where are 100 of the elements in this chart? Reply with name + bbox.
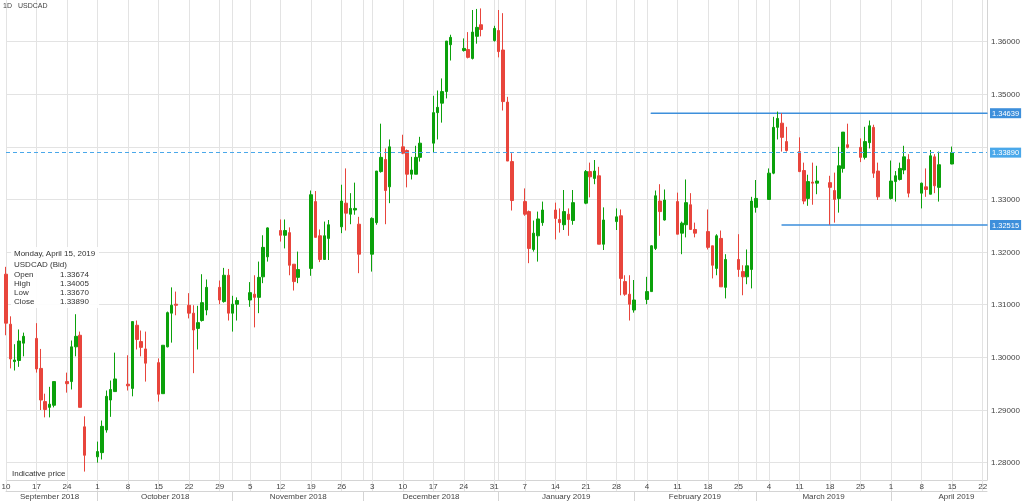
- x2-tick-label: March 2019: [802, 491, 846, 501]
- x-tick-label: 14: [550, 481, 561, 491]
- candlestick: [785, 126, 788, 153]
- x-tick-label: 8: [125, 481, 131, 491]
- x-tick-label: 3: [370, 481, 376, 491]
- candlestick: [567, 207, 570, 237]
- annotation: Close: [14, 297, 36, 306]
- x2-tick-label: February 2019: [668, 491, 722, 501]
- candlestick: [144, 331, 147, 383]
- candlestick: [719, 230, 723, 288]
- y-tick-label: 1.29000: [991, 405, 1021, 415]
- candlestick: [466, 31, 470, 59]
- x-tick-label: 22: [978, 481, 988, 491]
- candlestick: [950, 146, 954, 165]
- candlestick: [493, 25, 496, 43]
- candlestick: [846, 123, 849, 149]
- candlestick: [323, 221, 326, 261]
- x-tick-label: 4: [644, 481, 650, 491]
- candlestick: [588, 162, 592, 198]
- x2-tick-label: September 2018: [20, 491, 80, 501]
- candlestick: [227, 268, 230, 322]
- candlestick: [806, 174, 810, 207]
- x-tick-label: 25: [856, 481, 866, 491]
- candlestick: [933, 153, 936, 194]
- candlestick: [218, 280, 221, 305]
- candlestick: [920, 182, 923, 209]
- x2-tick-label: April 2019: [938, 491, 976, 501]
- candlestick: [780, 112, 784, 153]
- candlestick: [296, 251, 300, 284]
- annotation: 1.33674: [60, 270, 90, 279]
- x-tick-label: 19: [306, 481, 317, 491]
- candlestick: [828, 175, 832, 226]
- candlestick: [200, 273, 204, 323]
- candlestick: [157, 357, 160, 403]
- candlestick: [83, 415, 86, 473]
- candlestick: [327, 219, 330, 261]
- candlestick: [619, 208, 623, 296]
- x-tick-label: 17: [428, 481, 439, 491]
- candlestick: [309, 190, 313, 277]
- annotation: 1.33670: [60, 288, 90, 297]
- candlestick: [384, 147, 387, 225]
- x-tick-label: 1: [888, 481, 894, 491]
- x-tick-label: 15: [947, 481, 958, 491]
- candlestick: [907, 153, 910, 198]
- candlestick: [388, 138, 391, 204]
- candlestick: [479, 7, 483, 37]
- candlestick: [65, 372, 69, 394]
- x-tick-label: 24: [62, 481, 73, 491]
- annotation: 1.34005: [60, 279, 90, 288]
- candlestick: [432, 95, 435, 154]
- candlestick: [562, 189, 566, 231]
- x-tick-label: 18: [703, 481, 713, 491]
- candlestick: [924, 167, 928, 198]
- candlestick: [340, 184, 343, 234]
- x-tick-label: 11: [795, 481, 805, 491]
- x-tick-label: 17: [32, 481, 42, 491]
- candlestick: [571, 189, 575, 226]
- x-tick-label: 29: [215, 481, 225, 491]
- y-tick-label: 1.31000: [991, 300, 1021, 310]
- x-tick-label: 26: [337, 481, 347, 491]
- candlestick: [196, 305, 200, 350]
- y-tick-label: 1.33000: [991, 194, 1021, 204]
- candlestick: [737, 233, 740, 278]
- x-tick-label: 8: [919, 481, 925, 491]
- candlestick: [663, 188, 666, 222]
- candlestick: [929, 149, 932, 195]
- annotation: 1.33890: [60, 297, 90, 306]
- annotation: Monday, April 15, 2019: [14, 249, 96, 258]
- candlestick: [558, 207, 561, 234]
- x2-tick-label: January 2019: [542, 491, 592, 501]
- x2-tick-label: November 2018: [269, 491, 328, 501]
- candlestick: [174, 291, 178, 316]
- candlestick: [593, 159, 596, 185]
- x-tick-label: 4: [766, 481, 772, 491]
- x-tick-label: 10: [1, 481, 11, 491]
- candlestick: [462, 37, 466, 53]
- annotation: USDCAD (Bid): [14, 260, 68, 269]
- annotation: Open: [14, 270, 35, 279]
- candlestick: [584, 169, 588, 205]
- candlestick: [597, 166, 601, 245]
- annotation: Indicative price: [12, 469, 66, 478]
- x-tick-label: 10: [398, 481, 408, 491]
- candlestick: [937, 151, 941, 203]
- x-tick-label: 15: [154, 481, 164, 491]
- candlestick: [889, 160, 893, 200]
- candlestick: [170, 286, 173, 344]
- candlestick: [17, 328, 21, 368]
- candlestick: [253, 274, 256, 328]
- annotation: High: [14, 279, 32, 288]
- candlestick: [126, 354, 130, 392]
- x2-tick-label: October 2018: [140, 491, 190, 501]
- candlestick: [248, 281, 252, 308]
- candlestick: [811, 162, 814, 206]
- candlestick: [222, 267, 226, 304]
- candlestick: [658, 183, 662, 237]
- x-tick-label: 12: [276, 481, 286, 491]
- y-tick-label: 1.30000: [991, 352, 1021, 362]
- x-tick-label: 31: [489, 481, 500, 491]
- x-tick-label: 22: [184, 481, 195, 491]
- candlestick: [632, 279, 636, 314]
